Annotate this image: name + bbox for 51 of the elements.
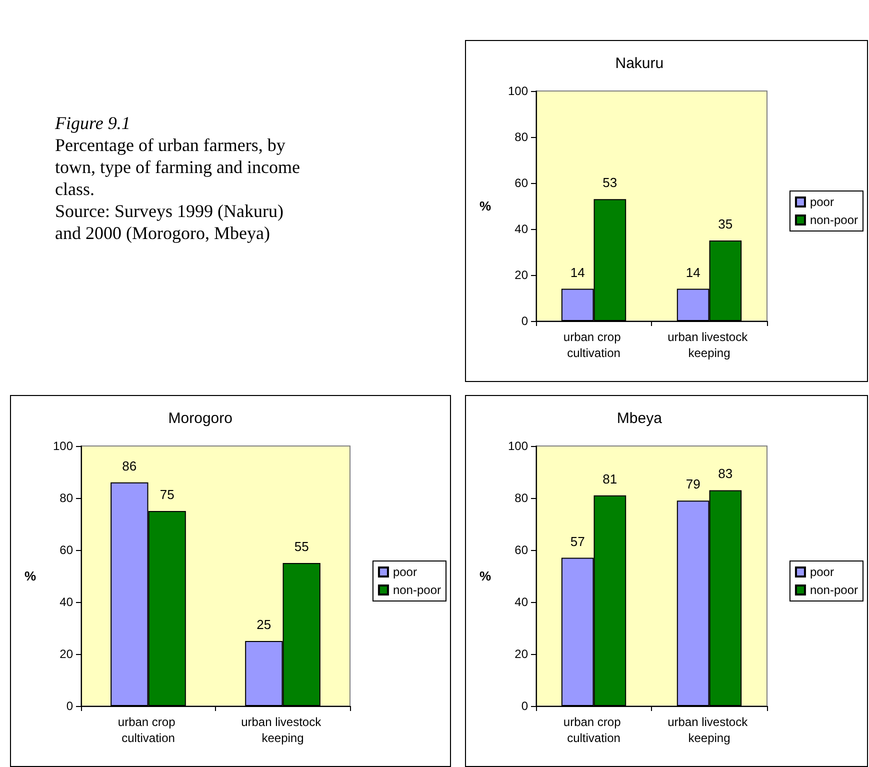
y-tick-label: 100 <box>508 84 528 98</box>
y-tick-label: 80 <box>514 130 528 144</box>
x-tick-label: urban crop cultivation <box>118 715 179 745</box>
y-tick-label: 0 <box>521 314 528 328</box>
x-tick-label: urban livestock keeping <box>241 715 324 745</box>
data-label: 25 <box>256 617 272 632</box>
y-tick-label: 60 <box>514 543 528 557</box>
y-axis-title: % <box>479 568 492 584</box>
y-axis-title: % <box>24 568 36 584</box>
data-label: 35 <box>718 216 733 232</box>
data-label: 14 <box>570 264 585 280</box>
legend-label: non-poor <box>810 583 858 597</box>
x-tick-label: urban livestock keeping <box>668 330 751 360</box>
data-label: 79 <box>686 476 700 492</box>
legend-label: non-poor <box>392 583 442 597</box>
y-tick-label: 100 <box>52 439 74 453</box>
legend-label: non-poor <box>810 213 858 227</box>
y-tick-label: 20 <box>514 647 528 661</box>
y-tick-label: 80 <box>514 491 528 505</box>
legend-label: poor <box>810 195 834 209</box>
data-label: 81 <box>602 471 618 486</box>
text: Percentage of urban farmers, by town, type of farming and income class. <box>55 134 301 200</box>
y-tick-label: 20 <box>60 647 74 661</box>
y-tick-label: 100 <box>508 439 528 453</box>
data-label: 57 <box>570 534 585 549</box>
y-tick-label: 20 <box>514 268 528 282</box>
y-tick-label: 60 <box>60 543 74 557</box>
data-label: 53 <box>602 175 618 190</box>
y-tick-label: 60 <box>514 176 528 190</box>
legend-label: poor <box>392 565 417 579</box>
data-label: 75 <box>160 487 174 502</box>
y-axis-title: % <box>479 198 492 214</box>
x-tick-label: urban crop cultivation <box>563 715 624 745</box>
y-tick-label: 40 <box>60 595 74 609</box>
text: Figure 9.1 <box>55 112 132 134</box>
y-tick-label: 0 <box>66 699 74 713</box>
chart-title: Nakuru <box>615 55 664 72</box>
y-tick-label: 0 <box>521 699 528 713</box>
data-label: 86 <box>122 458 137 474</box>
data-label: 55 <box>294 539 309 554</box>
x-tick-label: urban livestock keeping <box>668 715 751 745</box>
y-tick-label: 80 <box>60 491 74 505</box>
y-tick-label: 40 <box>514 222 528 236</box>
data-label: 83 <box>718 466 733 482</box>
chart-title: Mbeya <box>616 410 663 427</box>
y-tick-label: 40 <box>514 595 528 609</box>
source-note: Source: Surveys 1999 (Nakuru) and 2000 (Morogoro, Mbeya) <box>55 200 284 244</box>
legend-label: poor <box>810 565 834 579</box>
data-label: 14 <box>686 264 700 280</box>
x-tick-label: urban crop cultivation <box>563 330 624 360</box>
chart-title: Morogoro <box>168 410 232 427</box>
